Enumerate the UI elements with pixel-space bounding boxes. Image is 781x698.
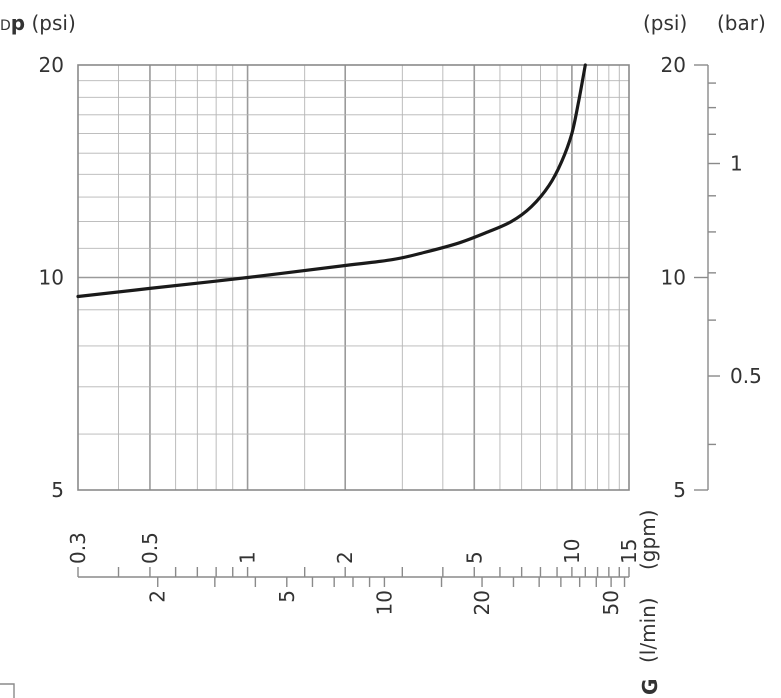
right-psi-tick-label: 10 xyxy=(661,266,686,290)
bar-tick-label: 1 xyxy=(730,152,743,176)
gpm-tick-label: 1 xyxy=(236,551,260,564)
gpm-tick-label: 5 xyxy=(462,551,486,564)
lmin-axis-label: (l/min) xyxy=(636,597,660,663)
series-line xyxy=(76,63,587,299)
grid xyxy=(78,65,629,490)
y-tick-label: 5 xyxy=(51,478,64,502)
y-tick-label: 10 xyxy=(39,266,64,290)
lmin-tick-label: 5 xyxy=(275,590,299,603)
gpm-axis-label: (gpm) xyxy=(636,510,660,570)
lmin-tick-label: 10 xyxy=(372,590,396,615)
right-psi-tick-label: 20 xyxy=(661,53,686,77)
gpm-tick-label: 10 xyxy=(560,539,584,564)
gpm-tick-label: 0.5 xyxy=(138,532,162,564)
lmin-tick-label: 20 xyxy=(470,590,494,615)
right-psi-tick-label: 5 xyxy=(673,478,686,502)
lmin-tick-label: 2 xyxy=(146,590,170,603)
left-y-ticks: 20 10 5 xyxy=(39,53,64,502)
corner-mark xyxy=(0,683,15,698)
gpm-tick-label: 0.3 xyxy=(66,532,90,564)
lmin-tick-label: 50 xyxy=(599,590,623,615)
plot-frame xyxy=(77,64,630,491)
right-bar-label: (bar) xyxy=(717,11,766,35)
right-psi-label: (psi) xyxy=(643,11,687,35)
gpm-tick-label: 2 xyxy=(333,551,357,564)
g-axis-label: G xyxy=(638,679,662,695)
right-axis: 20 10 5 1 0.5 xyxy=(661,53,762,502)
bar-tick-label: 0.5 xyxy=(730,364,762,388)
y-tick-label: 20 xyxy=(39,53,64,77)
y-axis-label: Dp (psi) xyxy=(0,11,76,35)
gpm-tick-label: 15 xyxy=(617,539,641,564)
bottom-axes: 0.3 0.5 1 2 5 10 15 2 5 10 20 50 xyxy=(66,532,641,615)
